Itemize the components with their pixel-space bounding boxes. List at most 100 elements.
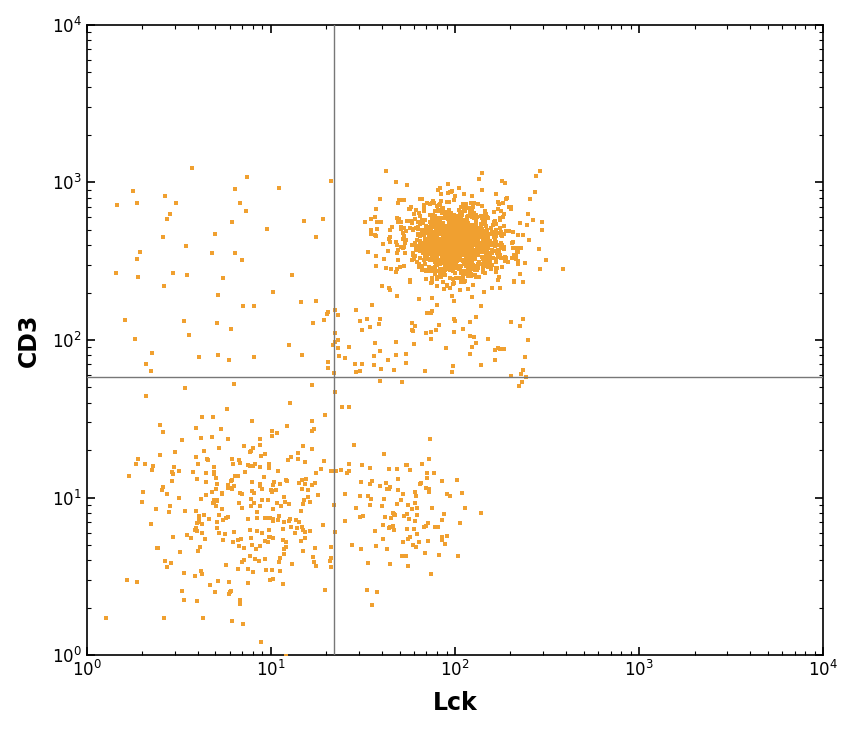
Point xyxy=(487,206,501,217)
Point xyxy=(464,256,478,268)
Point xyxy=(193,541,207,553)
Point xyxy=(328,305,342,316)
Point xyxy=(479,226,492,238)
Point xyxy=(453,246,467,258)
Point xyxy=(429,244,443,256)
Point xyxy=(463,236,476,248)
Point xyxy=(475,241,489,253)
Point xyxy=(263,531,277,542)
Point xyxy=(235,556,249,568)
Point xyxy=(442,236,456,248)
Point xyxy=(439,256,452,268)
Point xyxy=(467,248,481,260)
Point xyxy=(439,231,452,242)
Point xyxy=(227,526,240,537)
Point xyxy=(492,274,505,285)
Point xyxy=(457,258,471,269)
Point xyxy=(253,433,267,445)
Point xyxy=(440,530,454,542)
Point xyxy=(451,233,465,244)
Point xyxy=(289,514,303,526)
Point xyxy=(406,325,420,337)
Point xyxy=(248,458,262,470)
Point xyxy=(430,272,444,283)
Point xyxy=(445,231,459,242)
Point xyxy=(431,204,445,216)
Point xyxy=(432,240,445,252)
Point xyxy=(441,229,455,241)
Point xyxy=(252,556,266,567)
Point xyxy=(369,260,383,272)
Point xyxy=(301,485,315,496)
Point xyxy=(404,203,417,214)
Point xyxy=(459,241,473,253)
Point xyxy=(457,247,471,258)
Point xyxy=(470,212,484,223)
Point xyxy=(450,212,463,224)
Point xyxy=(272,182,286,194)
Point xyxy=(452,219,466,231)
Point xyxy=(463,245,476,257)
Point xyxy=(463,266,476,278)
Point xyxy=(208,466,221,478)
Point xyxy=(455,214,469,225)
Point xyxy=(473,237,486,249)
Point xyxy=(327,499,341,511)
Point xyxy=(128,333,142,345)
Point xyxy=(495,261,509,273)
Point xyxy=(424,232,438,244)
Point xyxy=(419,265,433,277)
Point xyxy=(131,253,144,265)
Point xyxy=(425,502,439,514)
Point xyxy=(439,243,453,255)
Point xyxy=(429,223,443,234)
Point xyxy=(500,192,514,203)
Point xyxy=(443,245,457,257)
Point xyxy=(280,475,293,487)
Point xyxy=(456,222,469,234)
Point xyxy=(463,243,476,255)
Point xyxy=(440,255,454,266)
Point xyxy=(422,517,435,529)
Point xyxy=(318,409,332,421)
Point xyxy=(292,516,305,528)
Point xyxy=(463,228,476,239)
Point xyxy=(439,242,453,254)
Point xyxy=(486,219,500,231)
Point xyxy=(309,467,322,479)
Point xyxy=(453,226,467,238)
Point xyxy=(454,276,468,288)
Point xyxy=(266,573,280,585)
Point xyxy=(516,229,529,241)
Point xyxy=(481,256,495,268)
Point xyxy=(305,378,319,390)
Point xyxy=(151,542,165,554)
Point xyxy=(451,261,464,272)
Point xyxy=(447,213,461,225)
Point xyxy=(475,223,489,235)
Point xyxy=(449,246,463,258)
Point xyxy=(465,254,479,266)
Point xyxy=(398,348,412,360)
Point xyxy=(413,244,427,255)
Point xyxy=(420,221,433,233)
X-axis label: Lck: Lck xyxy=(433,691,477,715)
Point xyxy=(226,458,239,470)
Point xyxy=(428,239,441,251)
Point xyxy=(456,225,469,236)
Point xyxy=(424,277,438,288)
Point xyxy=(377,253,391,265)
Point xyxy=(139,458,152,470)
Point xyxy=(361,558,374,569)
Point xyxy=(489,224,503,236)
Point xyxy=(455,221,469,233)
Point xyxy=(504,237,518,249)
Point xyxy=(433,198,447,210)
Point xyxy=(410,229,424,241)
Point xyxy=(451,224,465,236)
Point xyxy=(479,210,492,222)
Point xyxy=(451,242,465,254)
Point xyxy=(426,252,439,264)
Point xyxy=(448,244,462,255)
Point xyxy=(442,231,456,243)
